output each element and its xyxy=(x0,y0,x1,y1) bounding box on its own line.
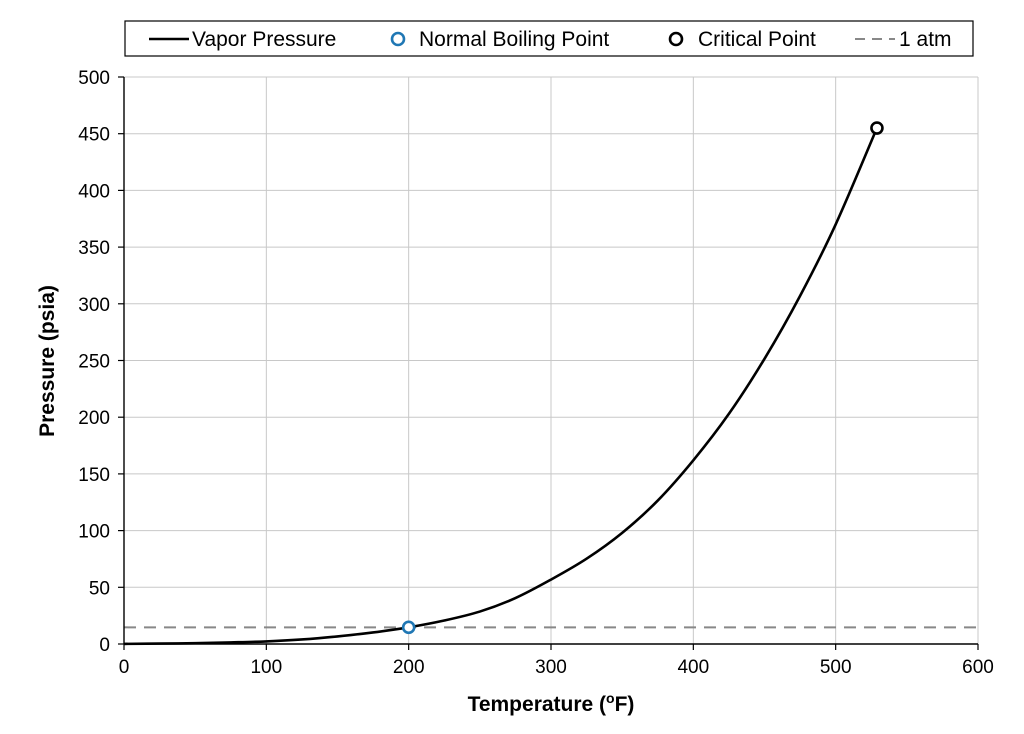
y-tick-label: 50 xyxy=(89,578,110,599)
series-vapor-pressure-curve xyxy=(123,127,879,646)
y-tick-label: 200 xyxy=(78,408,110,429)
legend: Vapor Pressure Normal Boiling Point Crit… xyxy=(124,20,974,57)
axes xyxy=(118,76,979,650)
legend-vapor-pressure-label: Vapor Pressure xyxy=(192,28,336,51)
x-tick-label: 200 xyxy=(393,657,425,678)
y-tick-label: 450 xyxy=(78,125,110,146)
x-tick-label: 300 xyxy=(535,657,567,678)
y-tick-label: 100 xyxy=(78,522,110,543)
legend-1-atm-label: 1 atm xyxy=(899,28,952,51)
x-tick-label: 0 xyxy=(119,657,130,678)
x-tick-label: 100 xyxy=(250,657,282,678)
marker-layer xyxy=(401,121,884,635)
y-tick-label: 300 xyxy=(78,295,110,316)
tick-labels: 0 100 200 300 400 500 600 0 50 100 150 200 250 300 350… xyxy=(78,68,994,678)
x-tick-label: 400 xyxy=(677,657,709,678)
x-tick-label: 500 xyxy=(820,657,852,678)
y-tick-label: 0 xyxy=(99,635,110,656)
x-tick-label: 600 xyxy=(962,657,994,678)
grid xyxy=(124,76,979,644)
legend-critical-point-swatch xyxy=(668,31,684,47)
legend-normal-boiling-point-label: Normal Boiling Point xyxy=(419,28,609,51)
y-tick-label: 150 xyxy=(78,465,110,486)
x-axis-title: Temperature (oF) xyxy=(468,690,635,716)
y-tick-label: 250 xyxy=(78,352,110,373)
y-tick-label: 400 xyxy=(78,181,110,202)
curve-layer xyxy=(123,127,879,646)
y-tick-label: 500 xyxy=(78,68,110,89)
legend-critical-point-label: Critical Point xyxy=(698,28,816,51)
critical-point-marker xyxy=(870,121,884,135)
legend-normal-boiling-point-swatch xyxy=(390,31,406,47)
x-axis-title-superscript: o xyxy=(606,690,615,706)
normal-boiling-point-marker xyxy=(401,620,416,635)
y-axis-title: Pressure (psia) xyxy=(36,285,59,437)
legend-frame xyxy=(124,20,974,57)
y-tick-label: 350 xyxy=(78,238,110,259)
